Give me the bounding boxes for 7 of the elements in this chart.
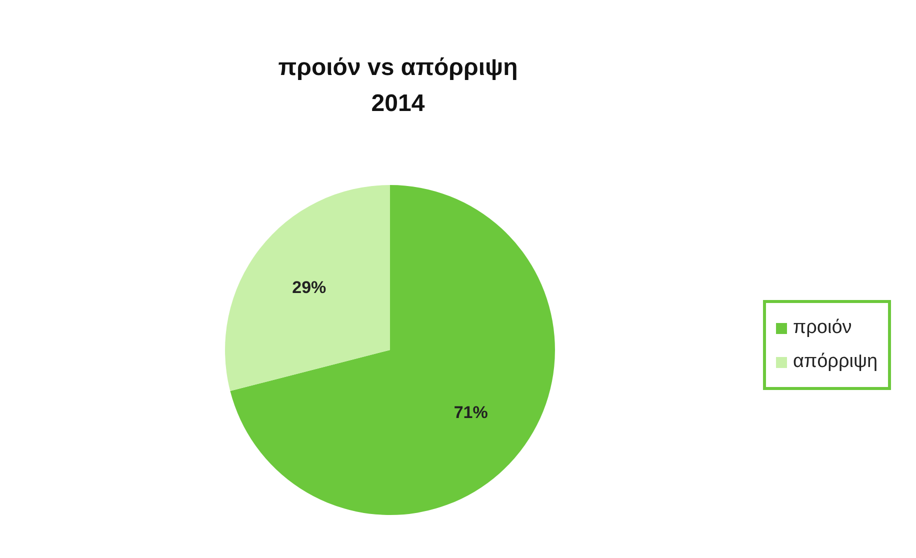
pie-slice bbox=[230, 185, 555, 515]
data-label: 29% bbox=[292, 278, 326, 297]
pie-slice bbox=[225, 185, 390, 392]
data-label: 71% bbox=[454, 403, 488, 422]
legend-label: απόρριψη bbox=[793, 350, 878, 374]
legend-label: προιόν bbox=[793, 316, 852, 340]
chart-title: προιόν vs απόρριψη 2014 bbox=[277, 53, 519, 119]
